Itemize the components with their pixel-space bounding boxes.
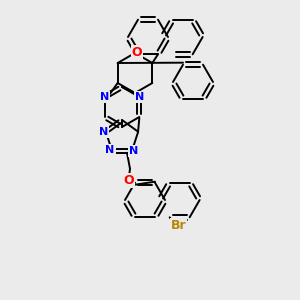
Text: N: N <box>105 145 115 155</box>
Text: N: N <box>100 92 109 102</box>
Text: N: N <box>135 92 144 102</box>
Text: O: O <box>132 46 142 59</box>
Text: Br: Br <box>171 219 187 232</box>
Text: N: N <box>129 146 139 156</box>
Text: O: O <box>124 174 134 187</box>
Text: N: N <box>99 127 109 137</box>
